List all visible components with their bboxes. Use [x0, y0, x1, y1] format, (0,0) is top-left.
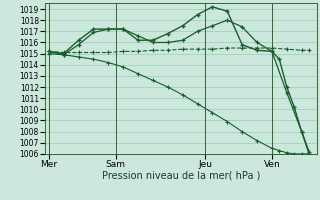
X-axis label: Pression niveau de la mer( hPa ): Pression niveau de la mer( hPa ) — [102, 171, 260, 181]
